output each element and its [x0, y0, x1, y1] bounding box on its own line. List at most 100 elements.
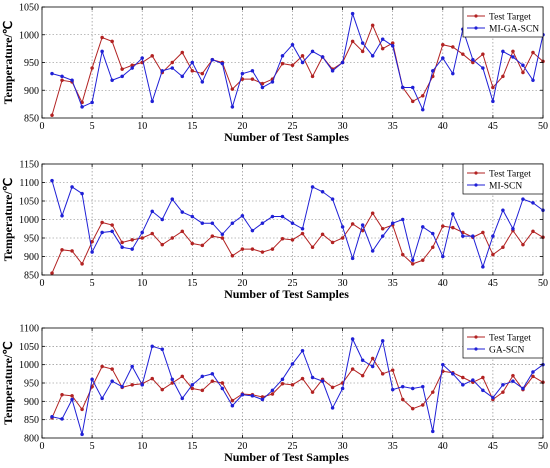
x-tick-label: 5	[90, 441, 95, 452]
data-point	[220, 381, 225, 385]
data-point	[340, 236, 345, 240]
data-point	[170, 236, 175, 240]
data-point	[220, 236, 225, 240]
data-point	[110, 78, 114, 83]
data-point	[310, 185, 315, 189]
data-point	[250, 394, 255, 398]
data-point	[390, 221, 395, 225]
data-point	[290, 238, 295, 242]
data-point	[330, 385, 335, 390]
data-point	[370, 211, 375, 216]
data-point	[140, 230, 144, 235]
data-point	[80, 105, 84, 109]
data-point	[420, 94, 425, 98]
data-point	[130, 364, 134, 369]
data-point	[200, 374, 205, 379]
data-point	[521, 386, 525, 391]
y-tick-label: 1050	[19, 342, 39, 353]
data-point	[380, 372, 385, 376]
data-point	[471, 57, 475, 62]
data-point	[110, 223, 114, 227]
data-point	[330, 69, 335, 73]
legend-marker	[474, 347, 478, 351]
y-tick-label: 900	[24, 397, 39, 408]
legend-marker	[474, 14, 478, 18]
data-point	[430, 429, 435, 434]
data-point	[481, 375, 485, 380]
data-point	[380, 37, 385, 41]
data-point	[160, 69, 165, 73]
data-point	[160, 242, 165, 247]
data-point	[240, 247, 245, 251]
data-point	[70, 249, 74, 253]
data-point	[100, 220, 104, 225]
data-point	[130, 66, 134, 70]
x-tick-label: 35	[388, 441, 398, 452]
data-point	[90, 100, 94, 105]
y-axis-label: Temperature/℃	[1, 178, 15, 261]
data-point	[310, 49, 315, 54]
data-point	[350, 256, 355, 261]
data-point	[200, 388, 205, 393]
y-tick-label: 900	[24, 86, 39, 97]
data-point	[200, 243, 205, 248]
data-point	[140, 383, 144, 387]
data-point	[410, 262, 415, 266]
data-point	[100, 230, 104, 235]
data-point	[511, 55, 515, 59]
data-point	[250, 69, 255, 73]
legend: Test Target GA-SCN	[462, 327, 544, 359]
data-point	[380, 339, 385, 343]
data-point	[350, 222, 355, 226]
data-point	[280, 54, 285, 58]
y-tick-label: 950	[24, 234, 39, 245]
data-point	[461, 234, 465, 238]
x-tick-label: 0	[40, 121, 45, 132]
data-point	[481, 230, 485, 235]
data-point	[220, 386, 225, 391]
data-point	[481, 388, 485, 393]
data-point	[350, 337, 355, 341]
data-point	[200, 71, 205, 76]
x-axis-label: Number of Test Samples	[224, 450, 349, 464]
data-point	[190, 241, 195, 246]
data-point	[531, 201, 535, 205]
data-point	[531, 229, 535, 234]
data-point	[320, 55, 325, 59]
data-point	[471, 234, 475, 238]
data-point	[150, 54, 155, 58]
x-tick-label: 20	[237, 441, 247, 452]
data-point	[270, 247, 275, 251]
data-point	[501, 245, 505, 250]
data-point	[170, 197, 175, 201]
x-tick-label: 25	[288, 441, 298, 452]
data-point	[330, 197, 335, 201]
data-point	[310, 375, 315, 380]
x-tick-label: 5	[90, 121, 95, 132]
series-line-model	[51, 337, 544, 435]
data-point	[200, 221, 205, 225]
data-point	[420, 107, 425, 112]
data-point	[260, 250, 265, 254]
data-point	[180, 374, 185, 379]
data-point	[430, 245, 435, 250]
data-point	[150, 376, 155, 381]
data-point	[130, 383, 134, 387]
data-point	[190, 60, 195, 65]
data-point	[150, 344, 155, 349]
data-point	[400, 397, 405, 402]
data-point	[511, 226, 515, 231]
data-point	[90, 66, 94, 70]
data-point	[150, 231, 155, 236]
data-point	[300, 60, 305, 65]
data-point	[180, 74, 185, 79]
x-tick-label: 40	[438, 121, 448, 132]
data-point	[370, 364, 375, 369]
data-point	[50, 113, 54, 118]
data-point	[270, 388, 275, 393]
legend-box	[462, 327, 544, 359]
y-tick-label: 850	[24, 415, 39, 426]
y-tick-label: 1050	[19, 3, 39, 14]
data-point	[330, 240, 335, 245]
